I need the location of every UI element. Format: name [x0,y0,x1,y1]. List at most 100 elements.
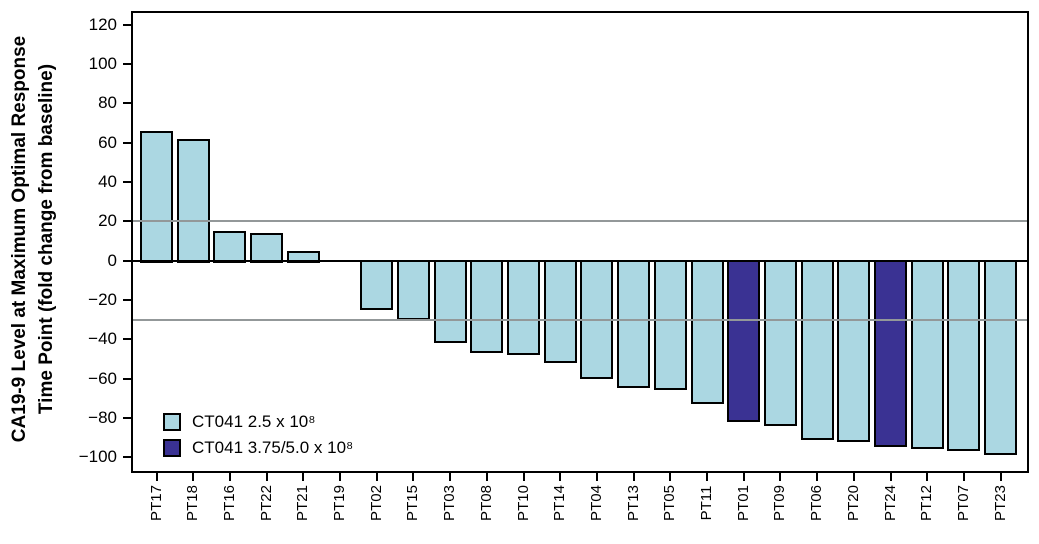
x-tick-label-PT04: PT04 [587,485,605,521]
x-tick-PT12 [926,473,929,481]
x-tick-label-PT09: PT09 [771,485,789,521]
y-tick-label-0: 0 [107,250,117,270]
legend-item-low: CT041 2.5 x 10⁸ [163,409,353,435]
x-tick-PT13 [632,473,635,481]
y-tick--20 [123,298,131,301]
y-tick-label-120: 120 [88,14,117,34]
x-tick-label-PT03: PT03 [441,485,459,521]
x-tick-label-PT06: PT06 [808,485,826,521]
x-tick-label-PT17: PT17 [147,485,165,521]
x-tick-label-PT07: PT07 [954,485,972,521]
x-tick-PT23 [999,473,1002,481]
y-tick-label--100: −100 [78,447,117,467]
legend-item-high: CT041 3.75/5.0 x 10⁸ [163,435,353,461]
x-tick-label-PT21: PT21 [294,485,312,521]
x-tick-label-PT18: PT18 [184,485,202,521]
y-tick-label--80: −80 [88,407,117,427]
y-axis-title-line1: CA19-9 Level at Maximum Optimal Response [9,35,30,443]
x-tick-PT11 [706,473,708,481]
y-tick-80 [123,102,131,105]
x-tick-PT19 [339,473,341,481]
zero-baseline [133,259,1027,262]
x-tick-PT21 [302,473,305,481]
bar-PT24 [874,259,907,448]
plot-area [131,11,1029,473]
x-tick-PT20 [852,473,855,481]
bar-PT20 [837,259,871,442]
x-tick-label-PT10: PT10 [514,485,532,521]
x-tick-PT10 [522,473,525,481]
x-tick-label-PT02: PT02 [367,485,385,521]
y-tick-label-40: 40 [98,172,117,192]
x-tick-PT22 [265,473,268,481]
x-tick-label-PT19: PT19 [331,485,348,521]
y-tick--80 [123,416,131,419]
y-tick-20 [123,220,131,223]
x-tick-label-PT12: PT12 [918,485,936,521]
y-tick--40 [123,338,131,341]
bar-PT11 [690,259,724,405]
x-tick-PT09 [779,473,782,481]
x-tick-PT06 [816,473,819,481]
x-tick-PT05 [669,473,672,481]
x-tick-label-PT05: PT05 [661,485,679,521]
x-tick-label-PT20: PT20 [844,485,862,521]
bar-PT05 [653,259,687,391]
legend-swatch-low [163,413,181,431]
y-tick-40 [123,181,131,184]
y-tick-100 [123,63,131,66]
y-tick-label--60: −60 [88,368,117,388]
bar-PT14 [543,259,577,363]
y-tick-label--40: −40 [88,329,117,349]
x-tick-label-PT14: PT14 [551,485,569,521]
y-axis-title: CA19-9 Level at Maximum Optimal Response… [6,0,60,479]
x-tick-PT07 [962,473,965,481]
y-tick-label-100: 100 [88,54,117,74]
x-tick-PT15 [412,473,415,481]
bar-PT23 [984,259,1018,456]
x-tick-PT24 [889,473,892,481]
x-tick-PT03 [449,473,452,481]
x-tick-PT14 [559,473,562,481]
legend: CT041 2.5 x 10⁸ CT041 3.75/5.0 x 10⁸ [163,409,353,461]
x-tick-label-PT16: PT16 [220,485,238,521]
x-tick-label-PT11: PT11 [698,485,715,521]
y-tick-120 [123,23,131,26]
y-tick-60 [123,141,131,144]
x-tick-label-PT13: PT13 [624,485,642,521]
x-tick-label-PT01: PT01 [734,485,752,521]
x-tick-PT18 [192,473,195,481]
y-tick-0 [123,259,131,262]
reference-line-20 [133,220,1027,223]
bar-PT12 [910,259,944,450]
bar-PT08 [470,259,504,354]
x-tick-label-PT24: PT24 [881,485,899,521]
y-tick--100 [123,456,131,459]
bar-PT02 [360,259,394,310]
y-tick-label-80: 80 [98,93,117,113]
legend-label-high: CT041 3.75/5.0 x 10⁸ [192,438,354,457]
y-tick-label-20: 20 [98,211,117,231]
x-tick-PT02 [375,473,378,481]
y-axis-title-line2: Time Point (fold change from baseline) [36,63,57,415]
reference-line--30 [133,318,1027,321]
bar-PT10 [507,259,540,356]
x-tick-label-PT08: PT08 [477,485,495,521]
bar-PT16 [213,231,247,263]
bar-PT18 [176,138,210,263]
bar-PT09 [763,259,797,426]
bar-PT07 [947,259,981,452]
x-tick-label-PT23: PT23 [991,485,1009,521]
bar-PT15 [396,259,430,320]
bar-PT03 [433,259,467,344]
x-tick-PT04 [595,473,598,481]
bar-PT22 [250,233,284,263]
y-tick-label-60: 60 [98,132,117,152]
bar-PT13 [617,259,651,389]
x-tick-PT01 [742,473,745,481]
x-tick-label-PT15: PT15 [404,485,422,521]
bar-PT06 [800,259,834,440]
legend-swatch-high [163,439,181,457]
legend-label-low: CT041 2.5 x 10⁸ [192,412,316,431]
